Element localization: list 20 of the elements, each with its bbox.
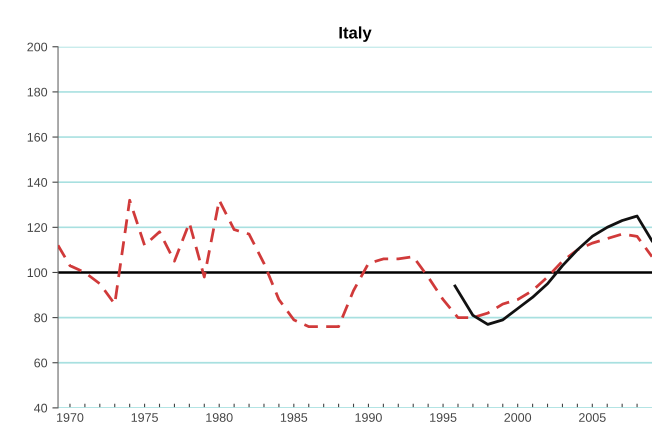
x-tick-label: 1970 xyxy=(57,413,84,422)
y-tick-label: 120 xyxy=(28,223,48,232)
line-series xyxy=(58,198,652,328)
y-tick-label: 200 xyxy=(27,42,48,52)
y-tick-label: 40 xyxy=(34,404,48,413)
x-tick-label: 1995 xyxy=(430,413,456,422)
x-tick-label: 1980 xyxy=(206,413,233,422)
line-series xyxy=(454,214,652,326)
chart-title: Italy xyxy=(339,26,372,42)
x-tick-label: 1975 xyxy=(132,413,158,422)
y-tick-label: 160 xyxy=(28,132,48,142)
x-tick-label: 1985 xyxy=(280,413,308,422)
y-tick-label: 60 xyxy=(34,358,48,368)
y-tick-label: 180 xyxy=(28,88,48,97)
x-tick-label: 2000 xyxy=(504,413,532,422)
y-tick-label: 100 xyxy=(28,268,48,278)
x-tick-label: 2005 xyxy=(579,413,606,422)
y-tick-label: 140 xyxy=(28,178,48,187)
y-tick-label: 80 xyxy=(34,313,48,322)
x-tick-label: 1990 xyxy=(355,413,382,422)
